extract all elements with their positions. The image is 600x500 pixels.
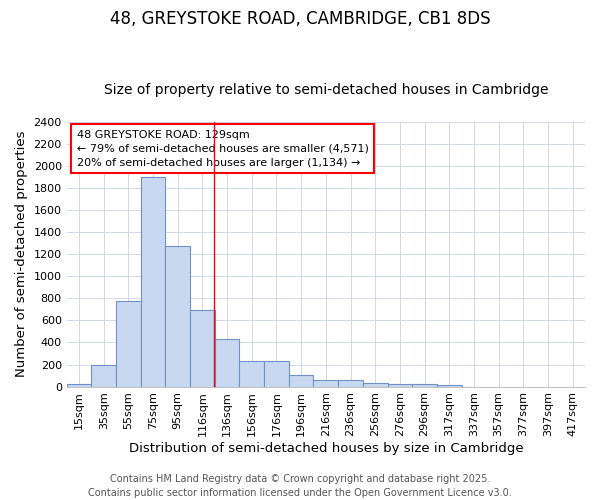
Text: Contains HM Land Registry data © Crown copyright and database right 2025.
Contai: Contains HM Land Registry data © Crown c… xyxy=(88,474,512,498)
Bar xyxy=(289,375,313,386)
Y-axis label: Number of semi-detached properties: Number of semi-detached properties xyxy=(15,131,28,378)
Text: 48 GREYSTOKE ROAD: 129sqm
← 79% of semi-detached houses are smaller (4,571)
20% : 48 GREYSTOKE ROAD: 129sqm ← 79% of semi-… xyxy=(77,130,369,168)
Bar xyxy=(264,361,289,386)
Bar xyxy=(338,380,363,386)
Bar xyxy=(313,380,338,386)
X-axis label: Distribution of semi-detached houses by size in Cambridge: Distribution of semi-detached houses by … xyxy=(128,442,523,455)
Bar xyxy=(67,384,91,386)
Bar xyxy=(190,310,215,386)
Bar xyxy=(91,364,116,386)
Bar xyxy=(116,301,141,386)
Bar xyxy=(388,384,412,386)
Bar xyxy=(215,338,239,386)
Bar xyxy=(363,382,388,386)
Text: 48, GREYSTOKE ROAD, CAMBRIDGE, CB1 8DS: 48, GREYSTOKE ROAD, CAMBRIDGE, CB1 8DS xyxy=(110,10,490,28)
Title: Size of property relative to semi-detached houses in Cambridge: Size of property relative to semi-detach… xyxy=(104,83,548,97)
Bar xyxy=(239,361,264,386)
Bar xyxy=(412,384,437,386)
Bar xyxy=(141,177,166,386)
Bar xyxy=(166,246,190,386)
